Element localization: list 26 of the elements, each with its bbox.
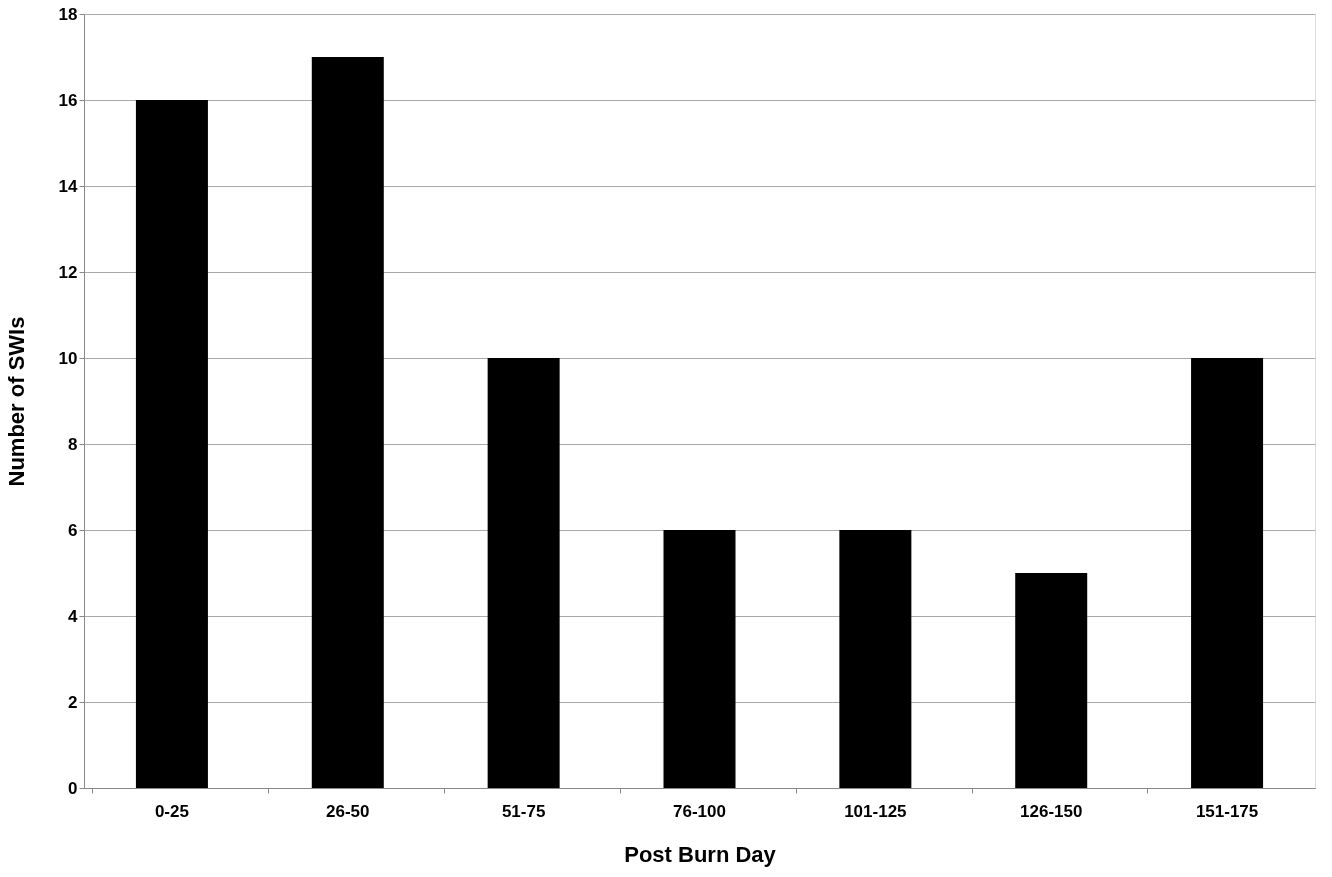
y-tick-label: 16 (58, 90, 78, 110)
y-tick-label: 6 (68, 520, 78, 540)
y-tick-label: 18 (58, 4, 78, 24)
x-tick-label: 151-175 (1195, 801, 1259, 821)
y-tick-label: 4 (68, 606, 79, 626)
x-tick-label: 26-50 (326, 801, 370, 821)
y-tick-label: 0 (68, 778, 78, 798)
y-tick-label: 14 (58, 176, 79, 196)
bar (1191, 358, 1264, 788)
x-tick-label: 126-150 (1020, 801, 1083, 821)
bar (135, 100, 208, 788)
x-tick-label: 51-75 (501, 801, 546, 821)
x-tick-label: 0-25 (154, 801, 189, 821)
x-axis-title: Post Burn Day (624, 841, 777, 867)
y-tick-label: 12 (58, 262, 78, 282)
y-tick-label: 8 (68, 434, 78, 454)
bar (1015, 573, 1088, 788)
bar (487, 358, 560, 788)
x-tick-label: 76-100 (673, 801, 726, 821)
x-tick-label: 101-125 (844, 801, 907, 821)
y-tick-label: 2 (68, 692, 78, 712)
bar (839, 530, 912, 788)
bar (663, 530, 736, 788)
y-axis-title: Number of SWIs (3, 316, 29, 487)
bar (311, 57, 384, 788)
y-tick-label: 10 (58, 348, 78, 368)
